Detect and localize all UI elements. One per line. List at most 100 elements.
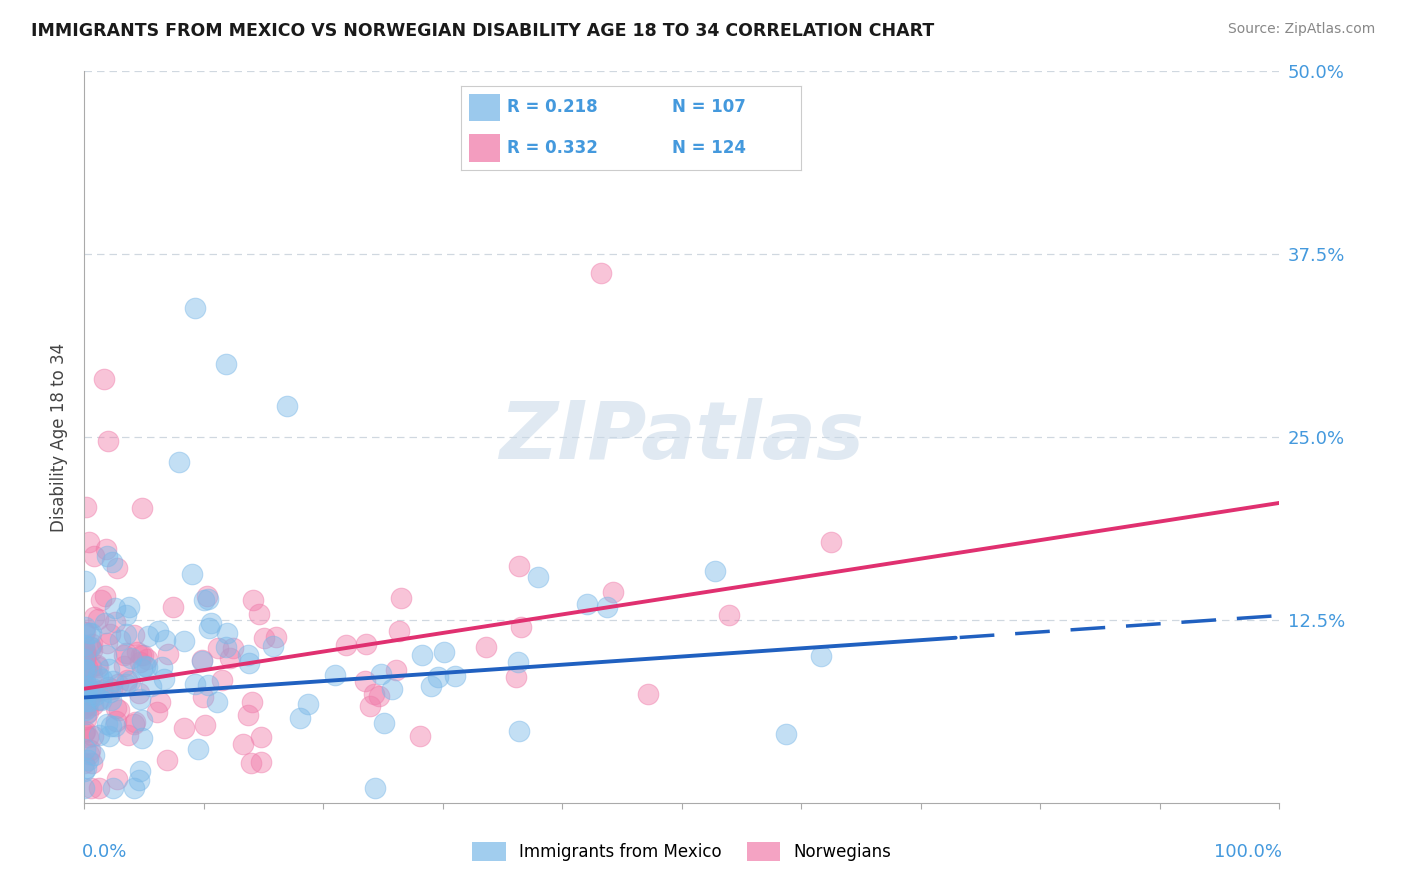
Point [200,616,222,631]
Point [73,648,96,663]
Point [238,656,260,670]
Point [264,630,287,644]
Point [211,673,233,687]
Point [86,657,108,672]
Point [86,684,108,698]
Point [122,628,145,642]
Point [77,747,100,762]
Point [576,597,599,611]
Point [97,730,120,744]
Point [117,728,139,742]
Point [77,692,100,706]
Point [381,681,404,696]
Point [181,566,204,581]
Point [73,693,96,707]
Point [197,591,219,606]
Point [98,626,121,640]
Point [100,556,122,570]
Point [197,678,219,692]
Point [150,659,173,673]
Point [288,711,311,725]
Point [249,731,271,745]
Point [97,434,120,449]
Point [596,600,619,615]
Point [93,615,115,630]
Point [79,534,101,549]
Point [409,730,432,744]
Point [104,714,127,728]
Point [124,714,146,729]
Point [103,673,125,688]
Point [419,679,441,693]
Point [110,632,132,647]
Point [505,670,527,684]
Point [83,609,105,624]
Point [129,691,152,706]
Point [602,585,624,599]
Point [232,737,254,751]
Point [128,764,150,778]
Point [373,715,395,730]
Point [153,672,176,686]
Point [236,708,259,723]
Point [136,629,159,643]
Point [508,724,530,739]
Point [77,681,100,696]
Point [240,696,263,710]
Text: IMMIGRANTS FROM MEXICO VS NORWEGIAN DISABILITY AGE 18 TO 34 CORRELATION CHART: IMMIGRANTS FROM MEXICO VS NORWEGIAN DISA… [31,22,934,40]
Point [75,624,97,639]
Point [112,659,135,673]
Point [104,718,127,732]
Point [79,690,101,704]
Point [207,641,229,656]
Point [93,372,115,386]
Point [96,636,118,650]
Point [89,692,111,706]
Point [79,742,101,756]
Point [73,620,96,634]
Point [187,741,209,756]
Point [94,648,117,662]
Point [73,764,96,778]
Point [73,624,96,639]
Point [100,719,122,733]
Point [73,781,96,796]
Point [90,682,112,697]
Point [219,651,242,665]
Point [73,698,96,713]
Point [118,600,141,615]
Point [75,741,97,756]
Point [115,607,138,622]
Point [73,681,96,696]
Point [145,705,167,719]
Point [506,655,529,669]
Point [297,697,319,711]
Point [104,600,127,615]
Point [75,712,97,726]
Point [73,640,96,655]
Point [433,645,456,659]
Point [125,644,148,658]
Point [73,726,96,740]
Point [122,781,145,796]
Point [80,660,103,674]
Point [156,753,179,767]
Point [75,706,97,721]
Point [114,677,136,691]
Point [389,591,412,605]
Point [354,673,377,688]
Point [169,455,191,469]
Point [637,687,659,701]
Point [136,660,159,674]
Point [73,688,96,702]
Point [191,653,214,667]
Y-axis label: Disability Age 18 to 34: Disability Age 18 to 34 [51,343,69,532]
Point [75,684,97,698]
Point [193,593,215,607]
Point [75,760,97,774]
Point [77,705,100,719]
Point [510,620,533,634]
Point [75,662,97,676]
Point [129,655,152,669]
Point [76,660,98,674]
